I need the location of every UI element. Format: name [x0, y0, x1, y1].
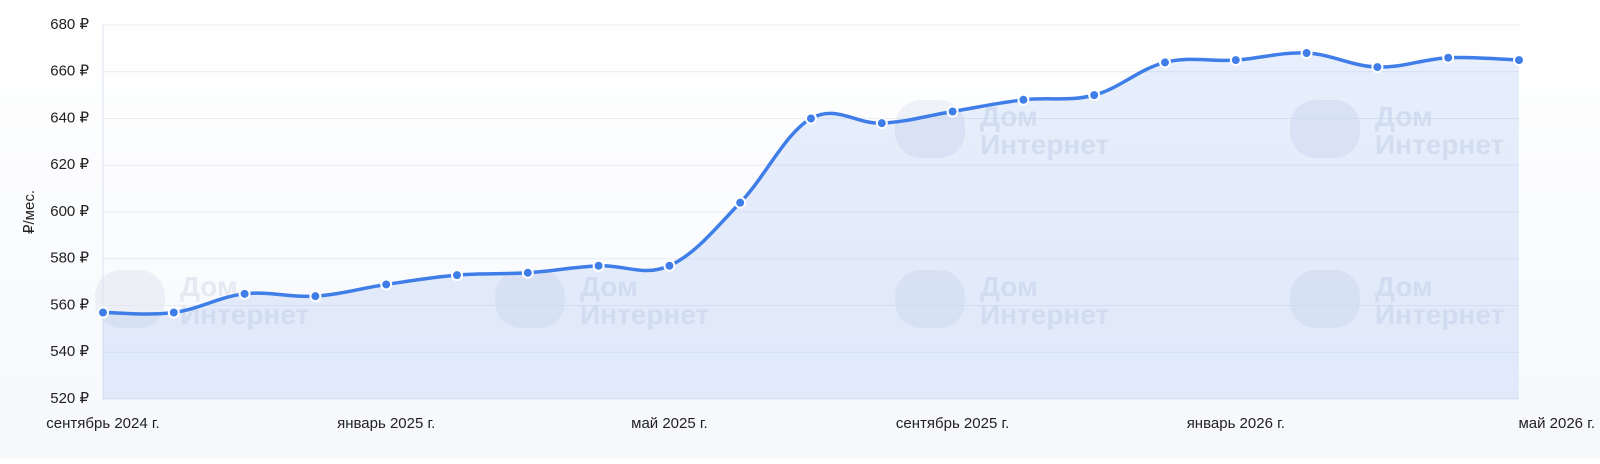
area: [103, 52, 1519, 400]
point: [592, 259, 605, 272]
point: [97, 306, 109, 319]
point: [380, 278, 393, 291]
point: [1229, 54, 1242, 67]
watermark: Интернет: [980, 129, 1109, 160]
point: [875, 117, 888, 130]
y-tick-label: 600 ₽: [50, 203, 89, 220]
point: [309, 290, 322, 303]
x-tick-label: январь 2025 г.: [337, 415, 435, 432]
y-tick-label: 640 ₽: [50, 109, 89, 126]
y-tick-label: 620 ₽: [50, 156, 89, 173]
watermark-logo: [495, 270, 565, 328]
watermark: Дом: [1375, 101, 1433, 132]
y-tick-label: 660 ₽: [50, 63, 89, 80]
x-tick-label: сентябрь 2025 г.: [896, 415, 1009, 432]
y-tick-label: 540 ₽: [50, 343, 89, 360]
point: [946, 105, 959, 118]
point: [1300, 47, 1313, 60]
x-tick-label: май 2026 г.: [1518, 415, 1595, 432]
point: [167, 306, 180, 319]
y-tick-label: 520 ₽: [50, 390, 89, 407]
y-tick-label: 560 ₽: [50, 296, 89, 313]
y-axis-label: ₽/мес.: [21, 190, 38, 234]
watermark-logo: [1290, 270, 1360, 328]
x-tick-label: сентябрь 2024 г.: [46, 415, 159, 432]
watermark: Дом: [580, 271, 638, 302]
point: [1159, 56, 1171, 69]
point: [734, 196, 747, 209]
point: [451, 269, 463, 282]
point: [521, 266, 534, 279]
point: [1442, 51, 1455, 64]
watermark: Интернет: [980, 299, 1109, 330]
watermark: Интернет: [580, 299, 709, 330]
watermark: Дом: [1375, 271, 1433, 302]
y-tick-label: 580 ₽: [50, 250, 89, 267]
watermark: Дом: [980, 271, 1038, 302]
point: [805, 112, 817, 125]
x-tick-label: май 2025 г.: [631, 415, 708, 432]
point: [1513, 54, 1525, 67]
y-tick-label: 680 ₽: [50, 16, 89, 33]
watermark: Интернет: [1375, 299, 1504, 330]
x-tick-label: январь 2026 г.: [1187, 415, 1285, 432]
point: [1017, 93, 1030, 106]
point: [1371, 61, 1384, 74]
point: [1088, 89, 1101, 102]
watermark-logo: [895, 270, 965, 328]
watermark: Интернет: [1375, 129, 1504, 160]
watermark-logo: [1290, 100, 1360, 158]
point: [238, 287, 251, 300]
point: [663, 259, 676, 272]
